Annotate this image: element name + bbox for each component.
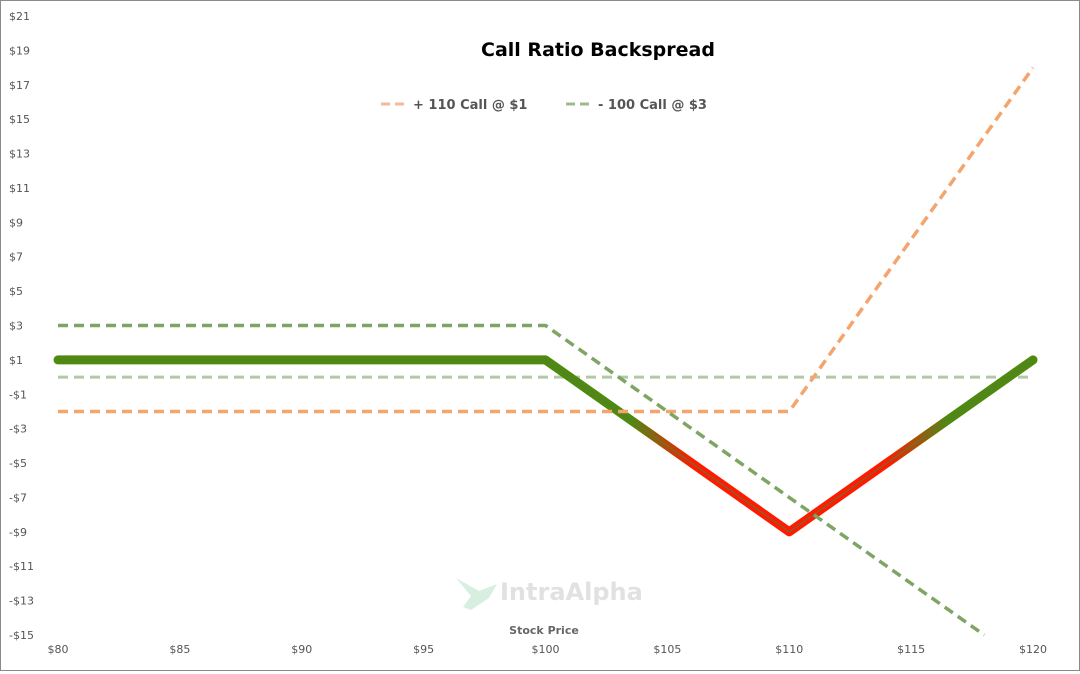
y-tick-label: $21 — [9, 10, 30, 23]
y-tick-label: -$5 — [9, 457, 27, 470]
legend-label-short-call: - 100 Call @ $3 — [598, 98, 707, 113]
y-tick-label: -$3 — [9, 423, 27, 436]
y-tick-label: $5 — [9, 285, 23, 298]
y-tick-label: $15 — [9, 113, 30, 126]
x-tick-label: $100 — [532, 643, 560, 656]
x-tick-label: $95 — [413, 643, 434, 656]
x-tick-label: $85 — [169, 643, 190, 656]
series-layer — [53, 66, 1038, 637]
y-tick-label: -$11 — [9, 560, 34, 573]
y-tick-label: -$9 — [9, 526, 27, 539]
x-tick-label: $90 — [291, 643, 312, 656]
y-tick-label: $13 — [9, 148, 30, 161]
x-axis-label: Stock Price — [509, 624, 579, 637]
y-tick-label: $11 — [9, 182, 30, 195]
x-tick-label: $115 — [897, 643, 925, 656]
y-tick-label: -$15 — [9, 629, 34, 642]
y-tick-label: $3 — [9, 320, 23, 333]
legend-label-long-call: + 110 Call @ $1 — [413, 98, 527, 113]
watermark: IntraAlpha — [456, 578, 643, 610]
y-tick-label: -$1 — [9, 388, 27, 401]
y-axis: $21 $19 $17 $15 $13 $11 $9 $7 $5 $3 $1 -$1 -$3 -$5 -$7… — [9, 10, 34, 642]
y-tick-label: $7 — [9, 251, 23, 264]
y-tick-label: $19 — [9, 44, 30, 57]
x-tick-label: $80 — [48, 643, 69, 656]
series-long-call-line — [58, 66, 1035, 414]
chart-title: Call Ratio Backspread — [481, 39, 715, 61]
y-tick-label: -$7 — [9, 491, 27, 504]
y-tick-label: $17 — [9, 79, 30, 92]
y-tick-label: $1 — [9, 354, 23, 367]
x-axis: $80 $85 $90 $95 $100 $105 $110 $115 $120 — [48, 643, 1048, 656]
x-tick-label: $120 — [1019, 643, 1047, 656]
x-tick-label: $110 — [775, 643, 803, 656]
series-short-call-line — [58, 323, 986, 637]
x-tick-label: $105 — [653, 643, 681, 656]
series-combined-pnl-line — [53, 355, 1038, 537]
legend: + 110 Call @ $1 - 100 Call @ $3 — [381, 98, 707, 113]
y-tick-label: $9 — [9, 216, 23, 229]
y-tick-label: -$13 — [9, 595, 34, 608]
series-combined-pnl-centerline — [58, 359, 1034, 533]
watermark-text: IntraAlpha — [500, 578, 643, 606]
hummingbird-logo-icon — [456, 578, 497, 610]
